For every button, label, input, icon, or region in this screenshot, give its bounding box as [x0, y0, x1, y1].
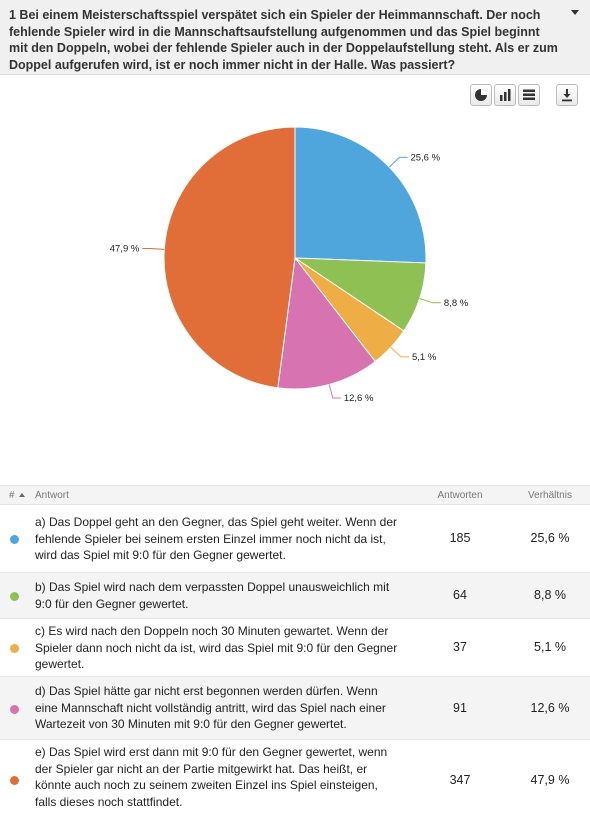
color-dot [10, 776, 19, 785]
sort-asc-icon [18, 493, 25, 497]
table-icon [523, 89, 535, 100]
pie-slice-d[interactable] [277, 256, 376, 390]
table-row: c) Es wird nach den Doppeln noch 30 Minu… [0, 619, 590, 677]
table-view-button[interactable] [518, 84, 540, 106]
table-row: a) Das Doppel geht an den Gegner, das Sp… [0, 505, 590, 573]
color-dot [10, 705, 19, 714]
answer-ratio: 25,6 % [530, 531, 570, 545]
question-title: 1 Bei einem Meisterschaftsspiel verspäte… [9, 8, 558, 72]
download-button[interactable] [556, 84, 578, 106]
pie-slice-a[interactable] [294, 126, 427, 264]
question-header: 1 Bei einem Meisterschaftsspiel verspäte… [0, 0, 590, 75]
bar-chart-icon [500, 89, 511, 101]
pie-chart-button[interactable] [470, 84, 492, 106]
answer-text: e) Das Spiel wird erst dann mit 9:0 für … [35, 745, 388, 809]
color-dot [10, 644, 19, 653]
pie-slice-e[interactable] [163, 126, 296, 389]
download-icon [562, 89, 572, 102]
answer-ratio: 5,1 % [534, 640, 566, 654]
answer-text: b) Das Spiel wird nach dem verpassten Do… [35, 580, 390, 611]
chevron-down-icon[interactable] [571, 10, 579, 15]
leader-line-e [142, 247, 165, 250]
answer-count: 64 [453, 588, 467, 602]
table-header: # Antwort Antworten Verhältnis [0, 485, 590, 505]
answer-count: 91 [453, 701, 467, 715]
answer-text: d) Das Spiel hätte gar nicht erst begonn… [35, 684, 386, 731]
column-header-number[interactable]: # [9, 490, 25, 501]
column-header-number-label: # [9, 490, 15, 501]
data-label-d: 12,6 % [344, 393, 374, 404]
answer-text: c) Es wird nach den Doppeln noch 30 Minu… [35, 624, 398, 671]
column-header-ratio: Verhältnis [528, 490, 572, 501]
pie-chart-icon [475, 89, 487, 101]
data-label-b: 8,8 % [444, 298, 469, 309]
color-dot [10, 535, 19, 544]
answer-ratio: 8,8 % [534, 588, 566, 602]
data-label-a: 25,6 % [410, 152, 440, 163]
color-dot [10, 592, 19, 601]
answer-ratio: 12,6 % [530, 701, 570, 715]
answer-ratio: 47,9 % [530, 773, 570, 787]
leader-line-a [389, 156, 408, 168]
data-label-c: 5,1 % [412, 352, 437, 363]
leader-line-c [390, 347, 410, 358]
leader-line-d [328, 384, 341, 399]
table-row: e) Das Spiel wird erst dann mit 9:0 für … [0, 740, 590, 820]
column-header-answer: Antwort [35, 490, 69, 501]
leader-line-b [419, 298, 441, 304]
answer-count: 37 [453, 640, 467, 654]
answer-count: 185 [449, 531, 471, 545]
column-header-count: Antworten [437, 490, 483, 501]
data-label-e: 47,9 % [110, 243, 140, 254]
table-row: b) Das Spiel wird nach dem verpassten Do… [0, 573, 590, 619]
chart-area: 25,6 % 8,8 % 5,1 % 12,6 % 47,9 % [0, 76, 590, 480]
table-row: d) Das Spiel hätte gar nicht erst begonn… [0, 677, 590, 740]
bar-chart-button[interactable] [494, 84, 516, 106]
answer-count: 347 [449, 773, 471, 787]
answer-text: a) Das Doppel geht an den Gegner, das Sp… [35, 515, 398, 562]
pie-chart: 25,6 % 8,8 % 5,1 % 12,6 % 47,9 % [110, 126, 469, 404]
